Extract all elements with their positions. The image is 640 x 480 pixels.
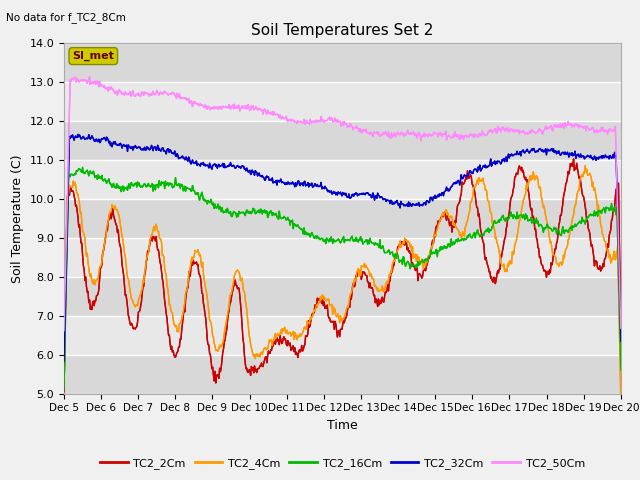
- Bar: [64, 121, 621, 160]
- Legend: TC2_2Cm, TC2_4Cm, TC2_16Cm, TC2_32Cm, TC2_50Cm: TC2_2Cm, TC2_4Cm, TC2_16Cm, TC2_32Cm, TC…: [95, 454, 589, 473]
- Bar: [64, 277, 621, 316]
- Y-axis label: Soil Temperature (C): Soil Temperature (C): [11, 154, 24, 283]
- Bar: [64, 316, 621, 355]
- Bar: [64, 43, 621, 82]
- Text: SI_met: SI_met: [72, 51, 114, 61]
- X-axis label: Time: Time: [327, 419, 358, 432]
- Bar: [64, 199, 621, 238]
- Text: No data for f_TC2_8Cm: No data for f_TC2_8Cm: [6, 12, 126, 23]
- Bar: [64, 238, 621, 277]
- Title: Soil Temperatures Set 2: Soil Temperatures Set 2: [252, 23, 433, 38]
- Bar: [64, 160, 621, 199]
- Bar: [64, 82, 621, 121]
- Bar: [64, 355, 621, 394]
